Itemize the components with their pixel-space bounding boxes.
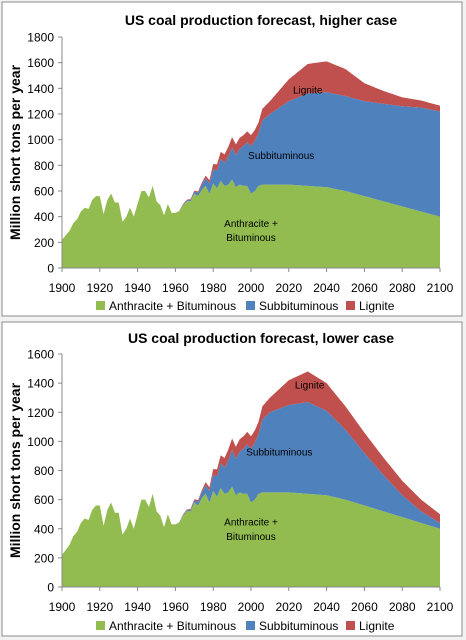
x-tick-label: 2000 (238, 281, 265, 295)
area-annotation: Anthracite + (224, 219, 278, 230)
area-annotation: Bituminous (226, 532, 275, 543)
x-tick-label: 2020 (275, 281, 302, 295)
legend-label: Subbituminous (259, 619, 338, 633)
area-series-subbituminous (62, 402, 440, 555)
x-tick-label: 1960 (162, 600, 189, 614)
y-tick-label: 200 (34, 551, 54, 565)
legend-swatch (96, 301, 105, 310)
area-annotation: Lignite (295, 381, 325, 392)
x-tick-label: 2020 (275, 600, 302, 614)
y-tick-label: 1600 (27, 56, 54, 70)
y-tick-label: 600 (34, 493, 54, 507)
legend-label: Subbituminous (259, 299, 338, 313)
x-tick-label: 2040 (313, 600, 340, 614)
area-series-anthracite-bituminous (62, 486, 440, 587)
x-tick-label: 1900 (49, 281, 76, 295)
x-tick-label: 1960 (162, 281, 189, 295)
y-tick-label: 600 (34, 185, 54, 199)
y-tick-label: 800 (34, 464, 54, 478)
y-tick-label: 1400 (27, 82, 54, 96)
y-tick-label: 0 (47, 262, 54, 276)
x-tick-label: 2060 (351, 600, 378, 614)
y-tick-label: 400 (34, 210, 54, 224)
y-tick-label: 1200 (27, 406, 54, 420)
chart-title: US coal production forecast, lower case (128, 330, 394, 346)
area-annotation: Bituminous (226, 233, 275, 244)
x-tick-label: 2080 (389, 600, 416, 614)
legend-swatch (246, 621, 255, 630)
x-tick-label: 1920 (86, 600, 113, 614)
chart-panel: US coal production forecast, higher case… (1, 1, 463, 317)
x-tick-label: 1980 (200, 281, 227, 295)
y-tick-label: 1000 (27, 133, 54, 147)
area-annotation: Anthracite + (224, 517, 278, 528)
chart-title: US coal production forecast, higher case (125, 12, 398, 28)
y-tick-label: 200 (34, 236, 54, 250)
y-tick-label: 1600 (27, 348, 54, 362)
area-annotation: Lignite (293, 86, 323, 97)
area-series-subbituminous (62, 92, 440, 240)
y-axis-label: Million short tons per year (7, 382, 23, 558)
y-tick-label: 1200 (27, 108, 54, 122)
legend-label: Anthracite + Bituminous (109, 619, 236, 633)
x-tick-label: 1980 (200, 600, 227, 614)
area-series-anthracite-bituminous (62, 179, 440, 268)
x-tick-label: 2080 (389, 281, 416, 295)
x-tick-label: 2100 (427, 600, 454, 614)
x-tick-label: 2100 (427, 281, 454, 295)
y-tick-label: 0 (47, 581, 54, 595)
x-tick-label: 2060 (351, 281, 378, 295)
y-axis-label: Million short tons per year (7, 64, 23, 240)
legend-label: Lignite (359, 299, 395, 313)
area-series-lignite (62, 371, 440, 555)
y-tick-label: 1000 (27, 435, 54, 449)
y-tick-label: 400 (34, 522, 54, 536)
y-tick-label: 1400 (27, 377, 54, 391)
y-tick-label: 1800 (27, 31, 54, 45)
legend-swatch (96, 621, 105, 630)
legend-swatch (346, 301, 355, 310)
x-tick-label: 1900 (49, 600, 76, 614)
x-tick-label: 2000 (238, 600, 265, 614)
area-annotation: Subbituminous (248, 151, 314, 162)
x-tick-label: 2040 (313, 281, 340, 295)
y-tick-label: 800 (34, 159, 54, 173)
x-tick-label: 1920 (86, 281, 113, 295)
legend-label: Anthracite + Bituminous (109, 299, 236, 313)
x-tick-label: 1940 (124, 600, 151, 614)
area-annotation: Subbituminous (246, 448, 312, 459)
legend-label: Lignite (359, 619, 395, 633)
x-tick-label: 1940 (124, 281, 151, 295)
legend-swatch (346, 621, 355, 630)
chart-panel: US coal production forecast, lower case M… (1, 321, 463, 637)
legend-swatch (246, 301, 255, 310)
